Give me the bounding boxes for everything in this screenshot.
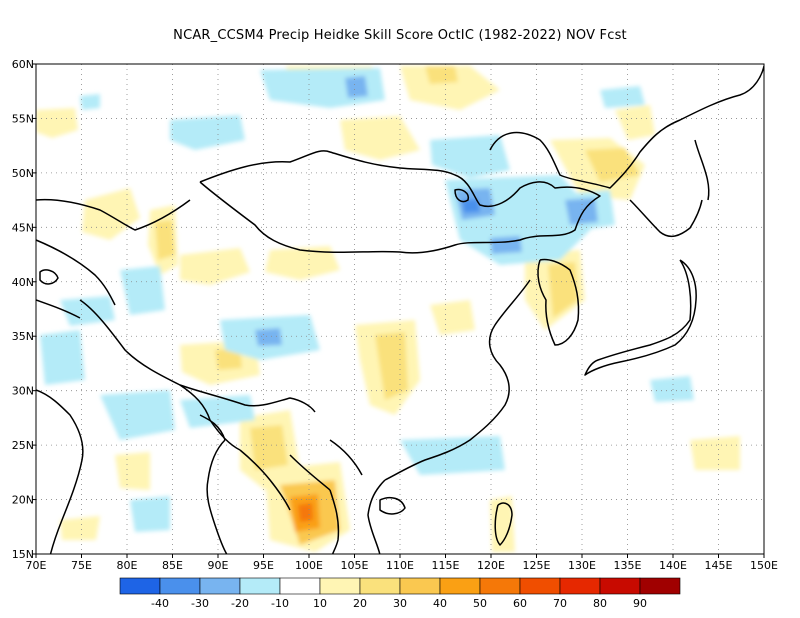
- skill-score-field: [36, 66, 740, 552]
- colorbar-swatch: [439, 577, 481, 595]
- lon-tick-label: 140E: [659, 559, 687, 572]
- colorbar-swatch: [599, 577, 641, 595]
- lon-tick-label: 115E: [432, 559, 460, 572]
- colorbar-label: 80: [593, 597, 607, 610]
- colorbar-swatch: [199, 577, 241, 595]
- colorbar-swatch: [279, 577, 321, 595]
- lat-tick-label: 45N: [12, 221, 34, 234]
- lat-tick-label: 30N: [12, 385, 34, 398]
- lon-tick-label: 70E: [26, 559, 47, 572]
- lon-tick-label: 110E: [386, 559, 414, 572]
- lat-tick-label: 50N: [12, 167, 34, 180]
- colorbar-label: -30: [191, 597, 209, 610]
- lat-tick-label: 55N: [12, 112, 34, 125]
- colorbar-swatch: [159, 577, 201, 595]
- lat-tick-label: 60N: [12, 58, 34, 71]
- colorbar-label: 90: [633, 597, 647, 610]
- lat-tick-label: 25N: [12, 439, 34, 452]
- longitude-axis: 70E 75E 80E 85E 90E 95E 100E 105E 110E 115E 120E 12…: [26, 554, 778, 572]
- graticule: [36, 64, 764, 554]
- colorbar-label: 50: [473, 597, 487, 610]
- lon-tick-label: 145E: [705, 559, 733, 572]
- colorbar-swatch: [359, 577, 401, 595]
- colorbar-swatch: [119, 577, 161, 595]
- colorbar-label: 20: [353, 597, 367, 610]
- map-title: NCAR_CCSM4 Precip Heidke Skill Score Oct…: [173, 28, 627, 43]
- colorbar-label: -40: [151, 597, 169, 610]
- lat-tick-label: 20N: [12, 494, 34, 507]
- colorbar-swatch: [559, 577, 601, 595]
- coastlines: [36, 65, 764, 554]
- lon-tick-label: 135E: [614, 559, 642, 572]
- colorbar-label: 70: [553, 597, 567, 610]
- colorbar-label: 60: [513, 597, 527, 610]
- colorbar-swatch: [319, 577, 361, 595]
- lon-tick-label: 80E: [117, 559, 138, 572]
- colorbar-label: -20: [231, 597, 249, 610]
- lat-tick-label: 15N: [12, 548, 34, 561]
- lon-tick-label: 105E: [341, 559, 369, 572]
- colorbar-swatch: [399, 577, 441, 595]
- colorbar-swatch: [239, 577, 281, 595]
- colorbar-label: 10: [313, 597, 327, 610]
- lon-tick-label: 120E: [477, 559, 505, 572]
- lon-tick-label: 95E: [253, 559, 274, 572]
- lat-tick-label: 35N: [12, 330, 34, 343]
- lon-tick-label: 75E: [71, 559, 92, 572]
- colorbar-label: 40: [433, 597, 447, 610]
- lat-tick-label: 40N: [12, 276, 34, 289]
- lon-tick-label: 85E: [162, 559, 183, 572]
- colorbar: -40 -30 -20 -10 10 20 30 40 50 60 70 80 90: [119, 577, 681, 610]
- lon-tick-label: 90E: [208, 559, 229, 572]
- colorbar-swatch: [519, 577, 561, 595]
- lon-tick-label: 100E: [295, 559, 323, 572]
- colorbar-swatch: [639, 577, 681, 595]
- colorbar-label: -10: [271, 597, 289, 610]
- lon-tick-label: 130E: [568, 559, 596, 572]
- lon-tick-label: 125E: [523, 559, 551, 572]
- colorbar-label: 30: [393, 597, 407, 610]
- colorbar-swatch: [479, 577, 521, 595]
- latitude-axis: 60N 55N 50N 45N 40N 35N 30N 25N 20N 15N: [12, 58, 36, 561]
- lon-tick-label: 150E: [750, 559, 778, 572]
